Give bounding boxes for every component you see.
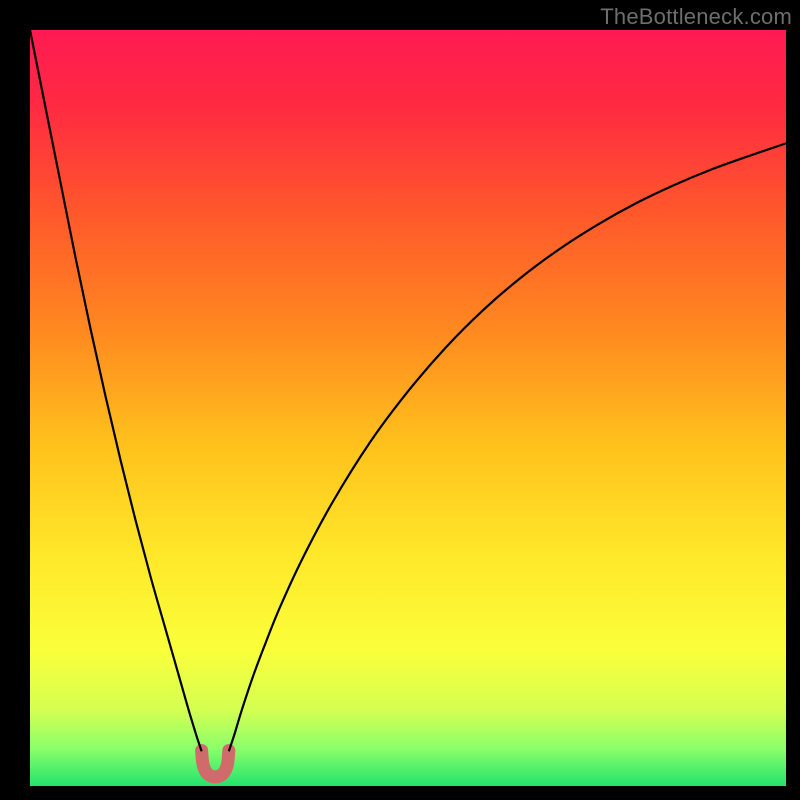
plot-background [30, 30, 786, 786]
chart-frame: TheBottleneck.com [0, 0, 800, 800]
watermark-text: TheBottleneck.com [600, 4, 792, 30]
plot-svg [30, 30, 786, 786]
plot-area [30, 30, 786, 786]
